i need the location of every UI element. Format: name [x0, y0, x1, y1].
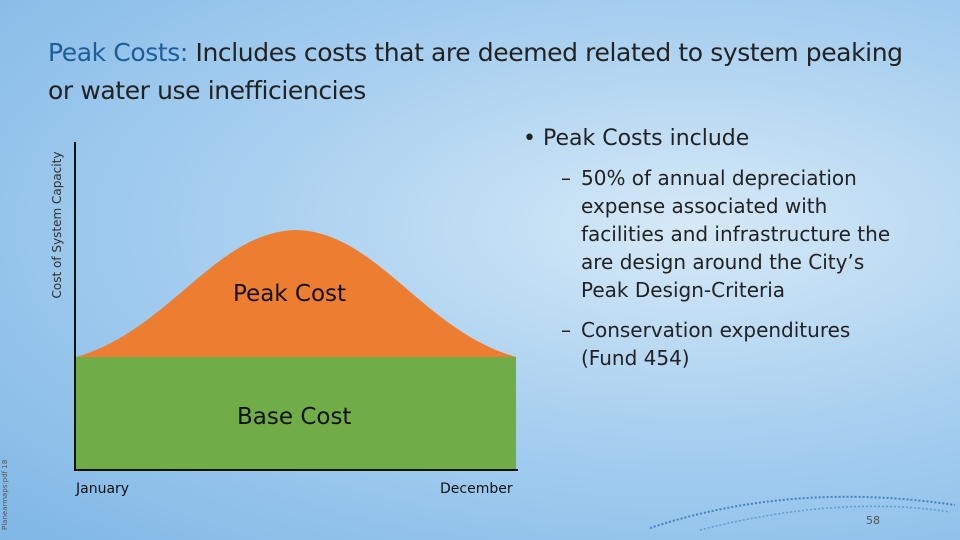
main-bullet: • Peak Costs include — [523, 124, 913, 154]
dash-icon: – — [561, 318, 571, 342]
bullet-list: • Peak Costs include – 50% of annual dep… — [523, 124, 913, 372]
title-rest: Includes costs that are deemed related t… — [48, 38, 903, 105]
swoosh-decoration — [649, 495, 956, 529]
bullet-dot-icon: • — [523, 126, 536, 151]
base-cost-label: Base Cost — [237, 404, 352, 430]
x-label-december: December — [440, 481, 513, 497]
sub-bullet-text: 50% of annual depreciation expense assoc… — [581, 166, 891, 302]
base-cost-area — [76, 357, 516, 470]
slide-title: Peak Costs: Includes costs that are deem… — [48, 34, 928, 110]
sub-bullet-text: Conservation expenditures (Fund 454) — [581, 318, 851, 370]
sub-bullet: – Conservation expenditures (Fund 454) — [561, 316, 913, 372]
dash-icon: – — [561, 166, 571, 190]
swoosh-decoration-2 — [699, 505, 951, 531]
sub-bullet: – 50% of annual depreciation expense ass… — [561, 164, 913, 304]
page-number: 58 — [866, 514, 880, 527]
peak-cost-curve — [76, 230, 516, 357]
peak-cost-label: Peak Cost — [233, 281, 347, 307]
main-bullet-text: Peak Costs include — [543, 126, 750, 151]
side-note: Planearmaps:pdf 18 — [1, 459, 9, 530]
title-lead: Peak Costs: — [48, 38, 188, 67]
x-label-january: January — [76, 481, 130, 497]
